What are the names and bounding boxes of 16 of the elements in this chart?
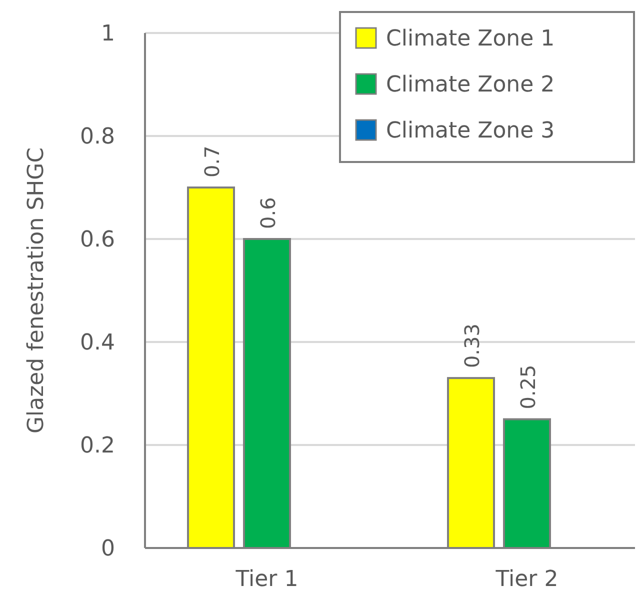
y-tick-label: 0.4 <box>80 330 115 356</box>
legend-label: Climate Zone 1 <box>386 26 555 52</box>
y-tick-label: 0.2 <box>80 434 115 459</box>
y-axis-title: Glazed fenestration SHGC <box>24 147 49 434</box>
data-label: 0.33 <box>460 324 484 368</box>
legend-label: Climate Zone 3 <box>386 118 555 144</box>
x-tick-label: Tier 2 <box>494 567 558 592</box>
y-tick-label: 0.6 <box>80 228 115 253</box>
y-tick-label: 1 <box>101 22 115 47</box>
y-tick-label: 0.8 <box>80 124 115 150</box>
x-tick-label: Tier 1 <box>234 567 298 592</box>
data-label: 0.6 <box>256 197 280 229</box>
y-tick-label: 0 <box>101 536 115 562</box>
legend-label: Climate Zone 2 <box>386 72 555 98</box>
data-label: 0.25 <box>516 364 540 410</box>
data-label: 0.7 <box>200 146 224 178</box>
